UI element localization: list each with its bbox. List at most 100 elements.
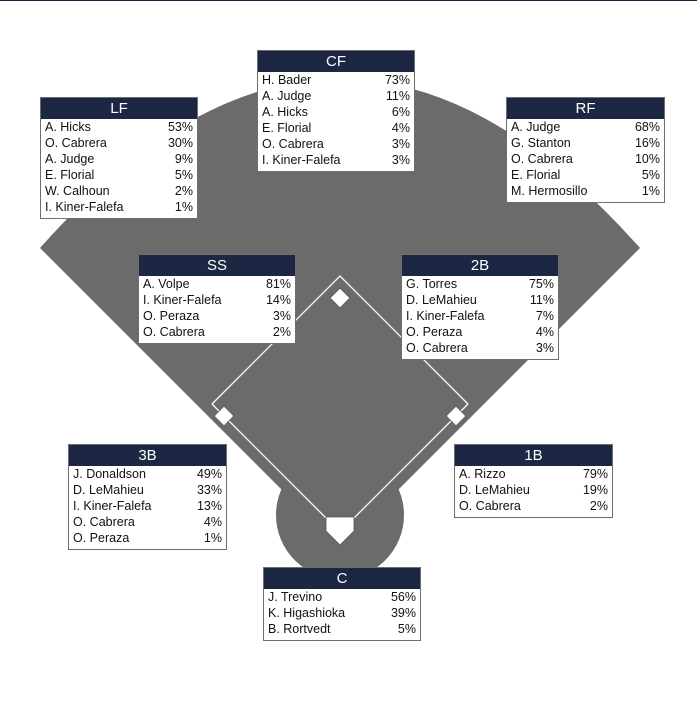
- basepath-lines: [211, 275, 469, 405]
- player-row: G. Stanton 16%: [507, 135, 664, 151]
- player-row: A. Volpe 81%: [139, 276, 295, 292]
- player-percentage: 68%: [634, 120, 660, 134]
- player-name: D. LeMahieu: [73, 483, 144, 497]
- player-name: A. Judge: [511, 120, 561, 134]
- player-list: G. Torres 75% D. LeMahieu 11% I. Kiner-Falef…: [402, 276, 558, 356]
- player-row: I. Kiner-Falefa 14%: [139, 292, 295, 308]
- player-name: O. Cabrera: [143, 325, 205, 339]
- player-name: E. Florial: [262, 121, 312, 135]
- player-list: J. Trevino 56% K. Higashioka 39% B. Rortvedt…: [264, 589, 420, 637]
- player-list: A. Rizzo 79% D. LeMahieu 19% O. Cabrera 2%: [455, 466, 612, 514]
- home-plate: [325, 516, 355, 546]
- player-name: O. Peraza: [73, 531, 130, 545]
- player-percentage: 2%: [272, 325, 291, 339]
- player-row: A. Judge 68%: [507, 119, 664, 135]
- player-row: W. Calhoun 2%: [41, 183, 197, 199]
- player-name: O. Peraza: [143, 309, 200, 323]
- player-percentage: 56%: [390, 590, 416, 604]
- player-row: M. Hermosillo 1%: [507, 183, 664, 199]
- player-percentage: 9%: [174, 152, 193, 166]
- player-row: O. Cabrera 2%: [455, 498, 612, 514]
- player-name: O. Cabrera: [459, 499, 521, 513]
- player-name: M. Hermosillo: [511, 184, 588, 198]
- second-base: [329, 287, 351, 309]
- 2b-box: 2B G. Torres 75% D. LeMahieu 11% I. Kiner-Fa…: [401, 254, 559, 360]
- player-percentage: 30%: [167, 136, 193, 150]
- player-percentage: 2%: [589, 499, 608, 513]
- player-name: H. Bader: [262, 73, 312, 87]
- player-percentage: 75%: [528, 277, 554, 291]
- player-name: E. Florial: [511, 168, 561, 182]
- player-row: I. Kiner-Falefa 7%: [402, 308, 558, 324]
- player-percentage: 1%: [174, 200, 193, 214]
- player-list: A. Hicks 53% O. Cabrera 30% A. Judge 9% E. Flo…: [41, 119, 197, 215]
- player-row: A. Hicks 6%: [258, 104, 414, 120]
- player-name: O. Peraza: [406, 325, 463, 339]
- player-name: K. Higashioka: [268, 606, 346, 620]
- player-percentage: 3%: [535, 341, 554, 355]
- player-row: A. Hicks 53%: [41, 119, 197, 135]
- player-row: H. Bader 73%: [258, 72, 414, 88]
- first-base: [445, 405, 467, 427]
- position-header: 1B: [455, 445, 612, 466]
- player-percentage: 73%: [384, 73, 410, 87]
- player-name: A. Judge: [45, 152, 95, 166]
- player-name: O. Cabrera: [262, 137, 324, 151]
- 1b-box: 1B A. Rizzo 79% D. LeMahieu 19% O. Cabrera 2%: [454, 444, 613, 518]
- player-row: E. Florial 4%: [258, 120, 414, 136]
- player-name: O. Cabrera: [45, 136, 107, 150]
- player-name: I. Kiner-Falefa: [73, 499, 152, 513]
- player-name: A. Hicks: [262, 105, 308, 119]
- 3b-box: 3B J. Donaldson 49% D. LeMahieu 33% I. Kiner…: [68, 444, 227, 550]
- player-row: E. Florial 5%: [41, 167, 197, 183]
- player-list: J. Donaldson 49% D. LeMahieu 33% I. Kiner-Fa…: [69, 466, 226, 546]
- player-percentage: 10%: [634, 152, 660, 166]
- player-list: H. Bader 73% A. Judge 11% A. Hicks 6% E. Flori…: [258, 72, 414, 168]
- player-percentage: 5%: [641, 168, 660, 182]
- c-box: C J. Trevino 56% K. Higashioka 39% B. Rortve…: [263, 567, 421, 641]
- player-row: O. Peraza 3%: [139, 308, 295, 324]
- player-name: G. Stanton: [511, 136, 571, 150]
- player-percentage: 5%: [397, 622, 416, 636]
- player-name: W. Calhoun: [45, 184, 110, 198]
- player-name: I. Kiner-Falefa: [45, 200, 124, 214]
- player-percentage: 3%: [391, 137, 410, 151]
- player-name: J. Donaldson: [73, 467, 146, 481]
- player-percentage: 19%: [582, 483, 608, 497]
- lf-box: LF A. Hicks 53% O. Cabrera 30% A. Judge 9% E. …: [40, 97, 198, 219]
- player-percentage: 6%: [391, 105, 410, 119]
- player-row: O. Cabrera 3%: [258, 136, 414, 152]
- top-border: [0, 0, 697, 1]
- rf-box: RF A. Judge 68% G. Stanton 16% O. Cabrera 10%…: [506, 97, 665, 203]
- player-percentage: 79%: [582, 467, 608, 481]
- player-percentage: 4%: [391, 121, 410, 135]
- player-name: I. Kiner-Falefa: [262, 153, 341, 167]
- player-row: I. Kiner-Falefa 1%: [41, 199, 197, 215]
- player-row: D. LeMahieu 19%: [455, 482, 612, 498]
- player-row: I. Kiner-Falefa 3%: [258, 152, 414, 168]
- player-row: J. Trevino 56%: [264, 589, 420, 605]
- player-percentage: 16%: [634, 136, 660, 150]
- player-row: O. Cabrera 2%: [139, 324, 295, 340]
- player-percentage: 53%: [167, 120, 193, 134]
- position-header: CF: [258, 51, 414, 72]
- player-name: A. Rizzo: [459, 467, 506, 481]
- player-name: A. Judge: [262, 89, 312, 103]
- player-name: D. LeMahieu: [459, 483, 530, 497]
- position-header: 2B: [402, 255, 558, 276]
- player-percentage: 11%: [529, 293, 554, 307]
- player-row: D. LeMahieu 11%: [402, 292, 558, 308]
- position-header: 3B: [69, 445, 226, 466]
- player-percentage: 1%: [203, 531, 222, 545]
- player-name: E. Florial: [45, 168, 95, 182]
- third-base: [213, 405, 235, 427]
- player-row: A. Judge 11%: [258, 88, 414, 104]
- player-percentage: 39%: [390, 606, 416, 620]
- player-percentage: 4%: [535, 325, 554, 339]
- player-row: O. Cabrera 3%: [402, 340, 558, 356]
- player-row: O. Cabrera 10%: [507, 151, 664, 167]
- player-row: G. Torres 75%: [402, 276, 558, 292]
- player-percentage: 4%: [203, 515, 222, 529]
- player-row: K. Higashioka 39%: [264, 605, 420, 621]
- player-percentage: 1%: [641, 184, 660, 198]
